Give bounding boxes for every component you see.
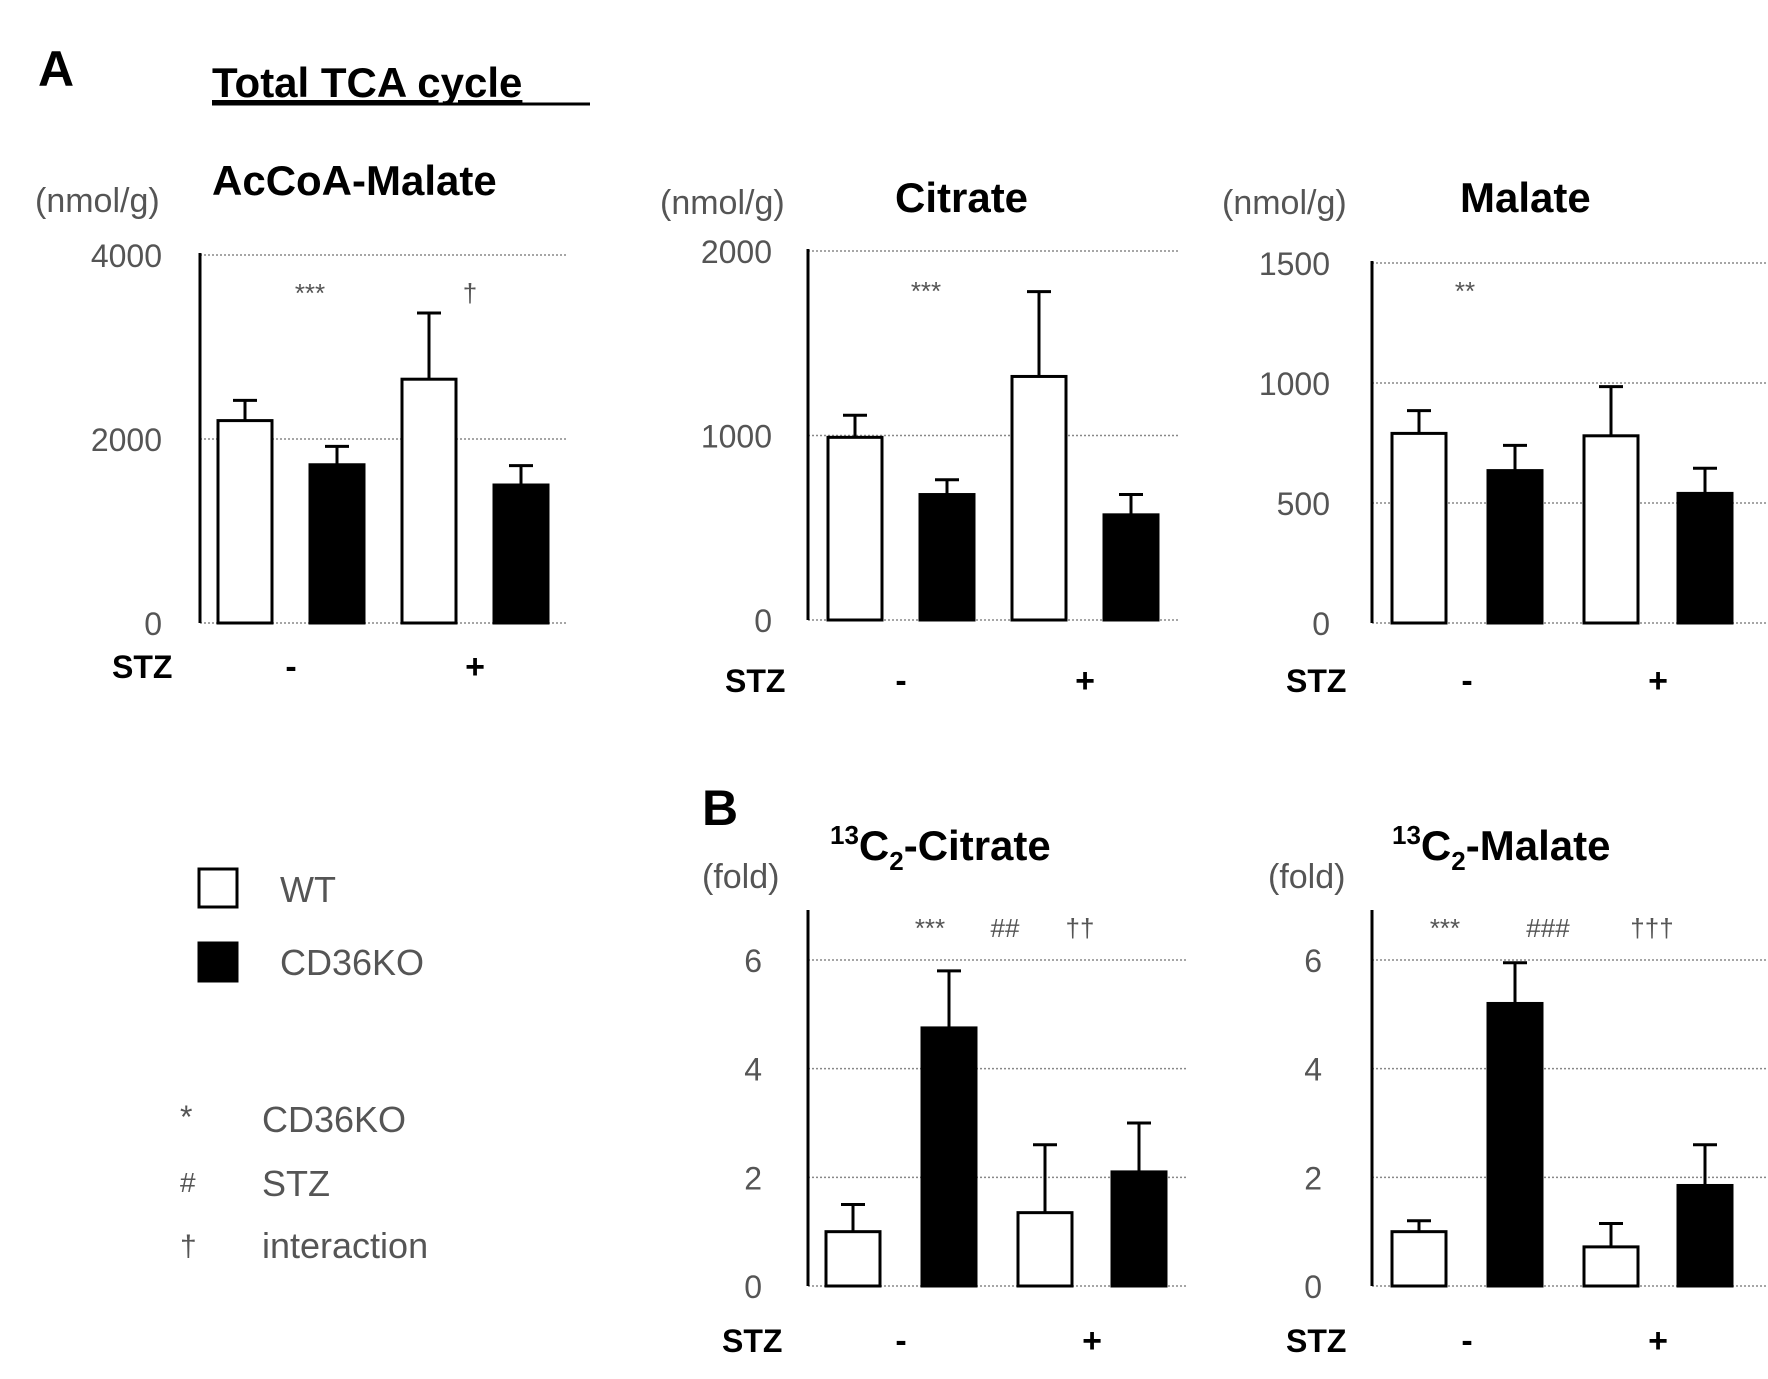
chart-2: 0 1000 2000 Citrate (nmol/g) STZ - + ***: [660, 174, 1180, 700]
stz-label: STZ: [722, 1323, 782, 1359]
y-tick-label: 0: [1312, 606, 1330, 642]
legend-symbol-dagger: †: [180, 1230, 197, 1263]
significance-annotation: ###: [1526, 913, 1570, 943]
stz-category-plus: +: [1648, 662, 1668, 700]
bar-wt-stz-plus: [400, 377, 458, 625]
legend-symbol-star-label: CD36KO: [262, 1099, 406, 1140]
stz-category-minus: -: [1461, 1322, 1472, 1360]
chart-5: 0 2 4 6 13C2-Malate (fold) STZ - + *** ### †††: [1268, 820, 1768, 1360]
chart-title: Citrate: [895, 174, 1028, 221]
y-unit-label: (fold): [1268, 858, 1345, 896]
bar-wt-stz-minus: [824, 1230, 882, 1288]
y-tick-label: 1000: [701, 419, 772, 455]
legend-symbol-dagger-label: interaction: [262, 1225, 428, 1266]
bar-cd36ko-stz-minus: [1486, 1001, 1544, 1288]
y-unit-label: (fold): [702, 858, 779, 896]
panel-a-letter: A: [38, 41, 74, 97]
significance-annotation: ##: [991, 913, 1020, 943]
significance-annotation: **: [1455, 276, 1475, 306]
bar-wt-stz-plus: [1582, 1245, 1640, 1288]
y-tick-label: 0: [144, 606, 162, 642]
legend-symbol-hash-label: STZ: [262, 1163, 330, 1204]
stz-category-plus: +: [465, 648, 485, 686]
y-tick-label: 1500: [1259, 246, 1330, 282]
bar-wt-stz-minus: [826, 435, 884, 622]
y-tick-label: 0: [754, 603, 772, 639]
chart-title: 13C2-Citrate: [830, 820, 1051, 876]
significance-annotation: ***: [1430, 913, 1460, 943]
y-tick-label: 4: [744, 1052, 762, 1088]
y-tick-label: 6: [744, 943, 762, 979]
panel-a-heading: Total TCA cycle: [212, 59, 522, 106]
chart-title: 13C2-Malate: [1392, 820, 1610, 876]
legend-symbol-star: *: [180, 1099, 192, 1135]
bar-wt-stz-minus: [1390, 1230, 1448, 1288]
stz-label: STZ: [1286, 1323, 1346, 1359]
y-unit-label: (nmol/g): [35, 182, 160, 220]
legend-symbol-hash: #: [180, 1167, 196, 1198]
bar-wt-stz-plus: [1010, 374, 1068, 622]
significance-annotation: ††: [1066, 913, 1095, 943]
significance-annotation: ***: [295, 278, 325, 308]
y-tick-label: 500: [1277, 486, 1330, 522]
bar-cd36ko-stz-plus: [1110, 1170, 1168, 1288]
stz-category-plus: +: [1082, 1322, 1102, 1360]
bar-wt-stz-plus: [1016, 1211, 1074, 1288]
legend-wt-label: WT: [280, 869, 336, 910]
legend-wt-swatch: [197, 867, 239, 909]
bar-wt-stz-plus: [1582, 434, 1640, 625]
bar-cd36ko-stz-minus: [918, 493, 976, 622]
bar-cd36ko-stz-minus: [308, 463, 366, 625]
chart-3: 0 500 1000 1500 Malate (nmol/g) STZ - + **: [1222, 174, 1768, 700]
significance-annotation: †: [463, 278, 477, 308]
y-tick-label: 0: [1304, 1269, 1322, 1305]
y-tick-label: 6: [1304, 943, 1322, 979]
chart-1: 0 2000 4000 AcCoA-Malate (nmol/g) STZ - + *** †: [35, 157, 568, 686]
chart-title: AcCoA-Malate: [212, 157, 497, 204]
bar-cd36ko-stz-plus: [1102, 513, 1160, 622]
bar-wt-stz-minus: [216, 419, 274, 625]
y-unit-label: (nmol/g): [1222, 184, 1347, 222]
stz-label: STZ: [725, 663, 785, 699]
chart-4: 0 2 4 6 13C2-Citrate (fold) STZ - + *** ## ††: [702, 820, 1188, 1360]
significance-annotation: ***: [911, 276, 941, 306]
y-tick-label: 2: [744, 1160, 762, 1196]
bar-cd36ko-stz-plus: [1676, 1183, 1734, 1288]
stz-category-minus: -: [1461, 662, 1472, 700]
bar-wt-stz-minus: [1390, 431, 1448, 625]
y-tick-label: 4000: [91, 238, 162, 274]
bar-cd36ko-stz-plus: [492, 483, 550, 625]
stz-label: STZ: [1286, 663, 1346, 699]
legend: WT CD36KO * CD36KO # STZ † interaction: [180, 867, 428, 1266]
stz-category-plus: +: [1075, 662, 1095, 700]
stz-category-minus: -: [285, 648, 296, 686]
y-tick-label: 0: [744, 1269, 762, 1305]
y-tick-label: 2: [1304, 1160, 1322, 1196]
legend-cd36ko-label: CD36KO: [280, 942, 424, 983]
bar-cd36ko-stz-minus: [1486, 469, 1544, 625]
bar-cd36ko-stz-plus: [1676, 491, 1734, 625]
bar-cd36ko-stz-minus: [920, 1026, 978, 1288]
y-tick-label: 1000: [1259, 366, 1330, 402]
panel-b-letter: B: [702, 780, 738, 836]
stz-label: STZ: [112, 649, 172, 685]
legend-cd36ko-swatch: [197, 941, 239, 983]
stz-category-plus: +: [1648, 1322, 1668, 1360]
significance-annotation: †††: [1630, 913, 1673, 943]
y-tick-label: 2000: [91, 422, 162, 458]
y-unit-label: (nmol/g): [660, 184, 785, 222]
stz-category-minus: -: [895, 662, 906, 700]
y-tick-label: 4: [1304, 1052, 1322, 1088]
significance-annotation: ***: [915, 913, 945, 943]
stz-category-minus: -: [895, 1322, 906, 1360]
y-tick-label: 2000: [701, 234, 772, 270]
chart-title: Malate: [1460, 174, 1591, 221]
